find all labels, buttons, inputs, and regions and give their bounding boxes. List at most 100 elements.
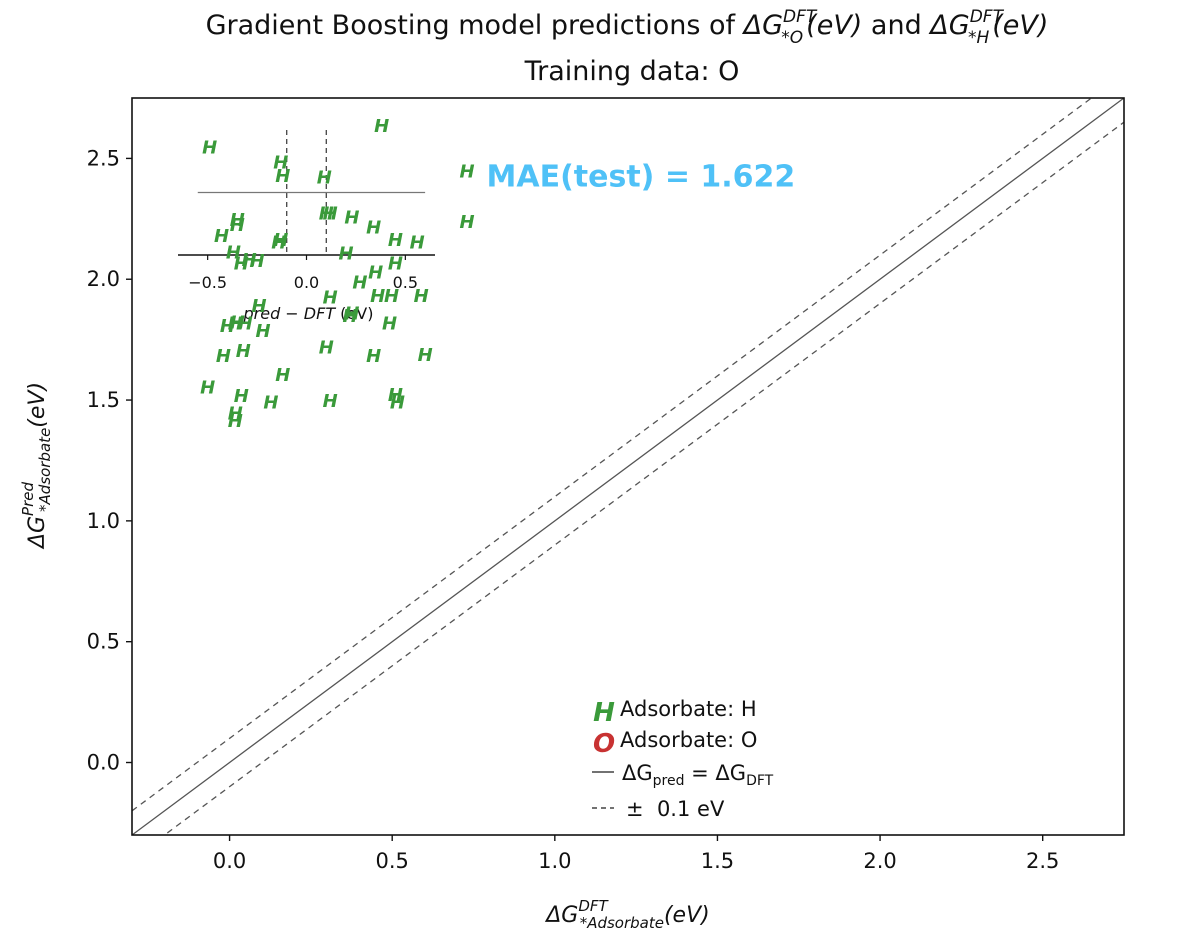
inset-point: H: [344, 304, 359, 325]
inset-point: H: [382, 314, 397, 335]
lower-band-line: [163, 121, 1124, 835]
legend-marker-o: O: [593, 729, 615, 759]
title-term-a-sub: *O: [781, 28, 803, 48]
x-label-sub: *Adsorbate: [580, 914, 664, 932]
inset-point: H: [202, 137, 217, 158]
inset-point: H: [220, 316, 235, 337]
inset-point: H: [263, 392, 278, 413]
inset-point: H: [228, 314, 243, 335]
x-axis-label: ΔGDFT *Adsorbate(eV): [544, 897, 709, 932]
x-label-unit: (eV): [664, 903, 710, 928]
inset-point: H: [418, 345, 433, 366]
inset-point: H: [230, 210, 245, 231]
x-tick-label: 0.5: [375, 849, 408, 873]
y-tick-label: 0.0: [87, 751, 120, 775]
legend-parity-sub1: pred: [653, 773, 685, 789]
inset-point: H: [366, 346, 381, 367]
inset-point: H: [250, 251, 265, 272]
inset-point: H: [323, 391, 338, 412]
title-term-b-sym: ΔG: [928, 10, 969, 41]
y-label-sub: *Adsorbate: [36, 428, 54, 512]
inset-point: H: [342, 306, 357, 327]
inset-point: H: [410, 232, 425, 253]
y-axis-label: ΔGPred*Adsorbate(eV): [19, 382, 54, 550]
x-tick-label: 1.5: [701, 849, 734, 873]
inset-point: H: [370, 286, 385, 307]
inset-point: H: [228, 411, 243, 432]
inset-point: H: [230, 312, 245, 333]
inset-point: H: [323, 204, 338, 225]
inset-point: H: [273, 230, 288, 251]
x-tick-label: 1.0: [538, 849, 571, 873]
title-term-b-sub: *H: [968, 28, 990, 48]
y-tick-label: 1.0: [87, 509, 120, 533]
inset-point: H: [216, 346, 231, 367]
inset-point: H: [200, 377, 215, 398]
chart-title-line2: Training data: O: [524, 56, 740, 87]
mae-annotation: MAE(test) = 1.622: [487, 159, 796, 194]
inset-point: H: [390, 392, 405, 413]
inset-point: H: [234, 386, 249, 407]
y-tick-label: 1.5: [87, 388, 120, 412]
inset-point: H: [317, 167, 332, 188]
inset-point: H: [275, 365, 290, 386]
inset-point: H: [271, 232, 286, 253]
legend-parity-lhs: ΔG: [622, 761, 653, 785]
title-term-a-sym: ΔG: [742, 10, 783, 41]
legend-label-parity: ΔGpred = ΔGDFT: [622, 761, 774, 789]
inset-point: H: [228, 404, 243, 425]
title-term-a-sup: DFT: [783, 7, 818, 27]
data-points: HH: [459, 161, 474, 233]
y-label-unit: (eV): [25, 382, 50, 428]
parity-line: [132, 98, 1124, 835]
inset-point: H: [323, 287, 338, 308]
legend-parity-mid: = ΔG: [684, 761, 746, 785]
legend-label-band: ± 0.1 eV: [626, 797, 725, 821]
inset-point: H: [252, 296, 267, 317]
x-tick-label: 0.0: [213, 849, 246, 873]
legend-label-o: Adsorbate: O: [620, 728, 757, 752]
legend-label-h: Adsorbate: H: [620, 697, 757, 721]
inset-x-tick-label: −0.5: [188, 273, 227, 292]
inset-x-axis-label: pred − DFT (eV): [242, 304, 373, 323]
inset-point: H: [230, 215, 245, 236]
inset-point: H: [273, 152, 288, 173]
title-prefix: Gradient Boosting model predictions of: [206, 10, 744, 41]
y-tick-label: 0.5: [87, 630, 120, 654]
inset-point: H: [236, 341, 251, 362]
inset-point: H: [255, 321, 270, 342]
data-point: H: [459, 161, 474, 182]
y-tick-label: 2.5: [87, 146, 120, 170]
plot-frame: [131, 97, 1125, 836]
inset-point: H: [388, 385, 403, 406]
x-tick-label: 2.0: [863, 849, 896, 873]
upper-band-line: [132, 98, 1093, 812]
inset-point: H: [374, 116, 389, 137]
inset-point: H: [275, 166, 290, 187]
inset-point: H: [368, 262, 383, 283]
reference-lines: [132, 98, 1124, 835]
x-tick-label: 2.5: [1026, 849, 1059, 873]
y-tick-label: 2.0: [87, 267, 120, 291]
inset-point: H: [238, 314, 253, 335]
legend-marker-h: H: [593, 698, 615, 728]
inset-point: H: [414, 286, 429, 307]
x-label-sym: ΔG: [544, 903, 578, 928]
inset-point: H: [319, 204, 334, 225]
inset-point: H: [388, 254, 403, 275]
inset-point: H: [366, 217, 381, 238]
y-label-sym: ΔG: [25, 516, 50, 550]
inset-x-tick-label: 0.0: [294, 273, 319, 292]
legend-parity-sub2: DFT: [746, 773, 774, 789]
inset-point: H: [319, 337, 334, 358]
inset-point: H: [344, 207, 359, 228]
inset-point: H: [226, 242, 241, 263]
inset-x-tick-label: 0.5: [393, 273, 418, 292]
x-label-sup: DFT: [578, 897, 609, 915]
y-label-sup: Pred: [19, 482, 37, 516]
inset-point: H: [388, 230, 403, 251]
title-joiner: and: [862, 10, 930, 41]
inset-point: H: [234, 254, 249, 275]
